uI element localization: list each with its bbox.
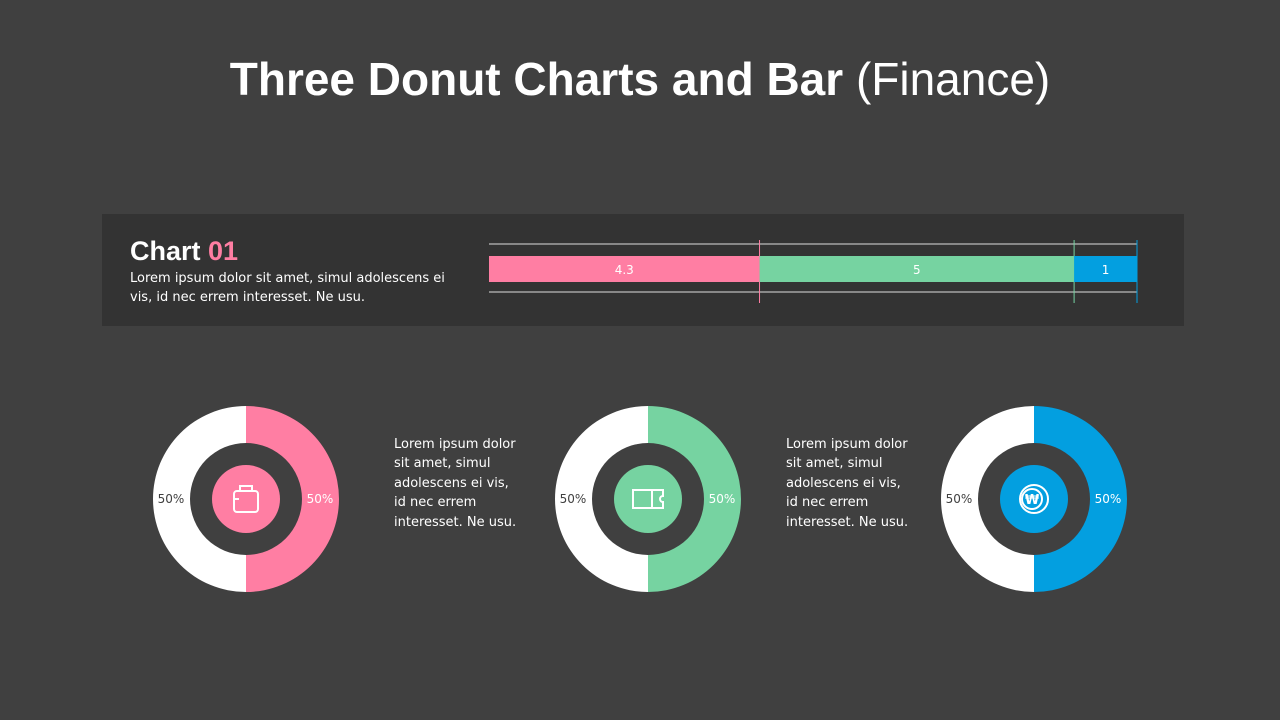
- donut-slice-colored: [648, 406, 741, 592]
- bar-data-label: 1: [1102, 263, 1110, 277]
- chart-heading-number: 01: [208, 236, 239, 266]
- donut-slice-colored: [246, 406, 339, 592]
- shopping-bag-icon: [234, 485, 253, 500]
- donut-label-left: 50%: [560, 492, 587, 506]
- donut-label-right: 50%: [1095, 492, 1122, 506]
- donut-label-right: 50%: [307, 492, 334, 506]
- bar-data-label: 5: [913, 263, 921, 277]
- title-light: (Finance): [855, 53, 1051, 105]
- donut-slice-white: [555, 406, 648, 592]
- bar-segment-2: [759, 256, 1075, 282]
- donut-slice-white: [941, 406, 1034, 592]
- donut-slice-white: [153, 406, 246, 592]
- page-title: Three Donut Charts and Bar (Finance): [0, 52, 1280, 106]
- donut-label-left: 50%: [946, 492, 973, 506]
- won-symbol: ₩: [1025, 493, 1040, 508]
- donut-slice-colored: [1034, 406, 1127, 592]
- shopping-bag-icon: [233, 490, 259, 513]
- donut-label-right: 50%: [709, 492, 736, 506]
- donut-description-2: Lorem ipsum dolor sit amet, simul adoles…: [786, 437, 909, 530]
- donut-description-1: Lorem ipsum dolor sit amet, simul adoles…: [394, 437, 517, 530]
- won-coin-icon: [1019, 484, 1049, 514]
- bar-segment-3: [1074, 256, 1137, 282]
- won-coin-icon: [1021, 488, 1043, 510]
- chart-heading-text: Chart: [130, 236, 201, 266]
- ticket-icon: [632, 489, 664, 509]
- donut-center: [1000, 465, 1068, 533]
- title-bold: Three Donut Charts and Bar: [229, 53, 844, 105]
- donut-center: [212, 465, 280, 533]
- bar-data-label: 4.3: [615, 263, 634, 277]
- chart-heading: Chart 01: [130, 236, 238, 267]
- bar-segment-1: [489, 256, 760, 282]
- chart-description: Lorem ipsum dolor sit amet, simul adoles…: [130, 271, 445, 305]
- donut-label-left: 50%: [158, 492, 185, 506]
- donut-center: [614, 465, 682, 533]
